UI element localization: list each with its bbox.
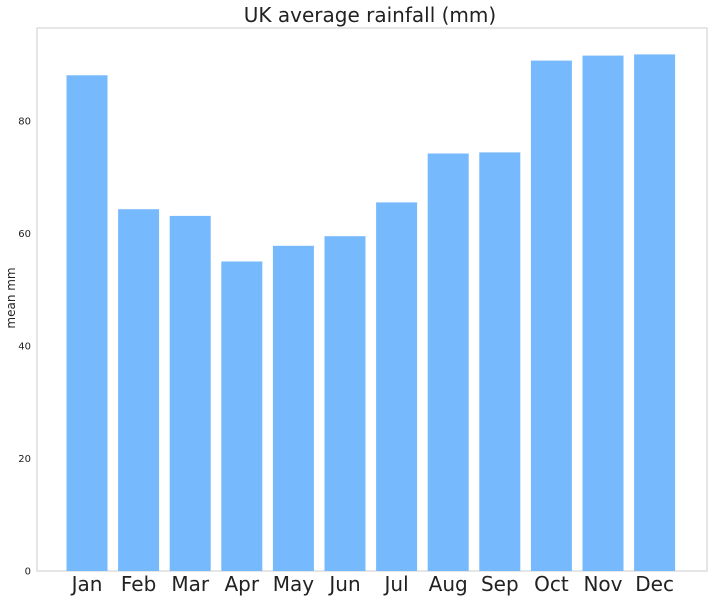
bar-apr <box>221 261 263 571</box>
x-tick-label: Feb <box>121 572 156 596</box>
bar-jun <box>324 236 366 571</box>
bar-jul <box>376 202 418 571</box>
x-tick-label: Apr <box>224 572 259 596</box>
x-tick-label: Mar <box>171 572 210 596</box>
x-tick-label: Oct <box>534 572 569 596</box>
bars-group <box>66 54 676 572</box>
y-tick-label: 80 <box>18 116 31 127</box>
plot-frame <box>36 27 708 572</box>
bar-may <box>272 245 314 572</box>
bar-sep <box>479 152 521 571</box>
x-tick-label: Jan <box>70 572 103 596</box>
x-tick-label: Jul <box>383 572 409 596</box>
bar-jan <box>66 75 108 572</box>
chart-title: UK average rainfall (mm) <box>244 3 496 27</box>
y-axis-label: mean mm <box>4 267 18 328</box>
x-ticks-group: Jan Feb Mar Apr May Jun Jul Aug Sep Oct Nov Dec <box>70 572 674 596</box>
x-tick-label: Jun <box>327 572 360 596</box>
x-tick-label: Dec <box>635 572 674 596</box>
bar-aug <box>427 153 469 571</box>
x-tick-label: Nov <box>583 572 622 596</box>
bar-nov <box>582 55 624 572</box>
y-tick-label: 40 <box>18 341 31 352</box>
x-tick-label: Sep <box>481 572 519 596</box>
y-tick-label: 20 <box>18 454 31 465</box>
x-tick-label: Aug <box>429 572 468 596</box>
bar-mar <box>169 215 211 571</box>
x-tick-label: May <box>273 572 315 596</box>
bar-dec <box>634 54 676 571</box>
y-tick-label: 60 <box>18 229 31 240</box>
bar-feb <box>118 209 160 571</box>
y-ticks-group: 0 20 40 60 80 <box>18 116 31 577</box>
y-tick-label: 0 <box>25 567 31 578</box>
bar-oct <box>530 60 572 571</box>
